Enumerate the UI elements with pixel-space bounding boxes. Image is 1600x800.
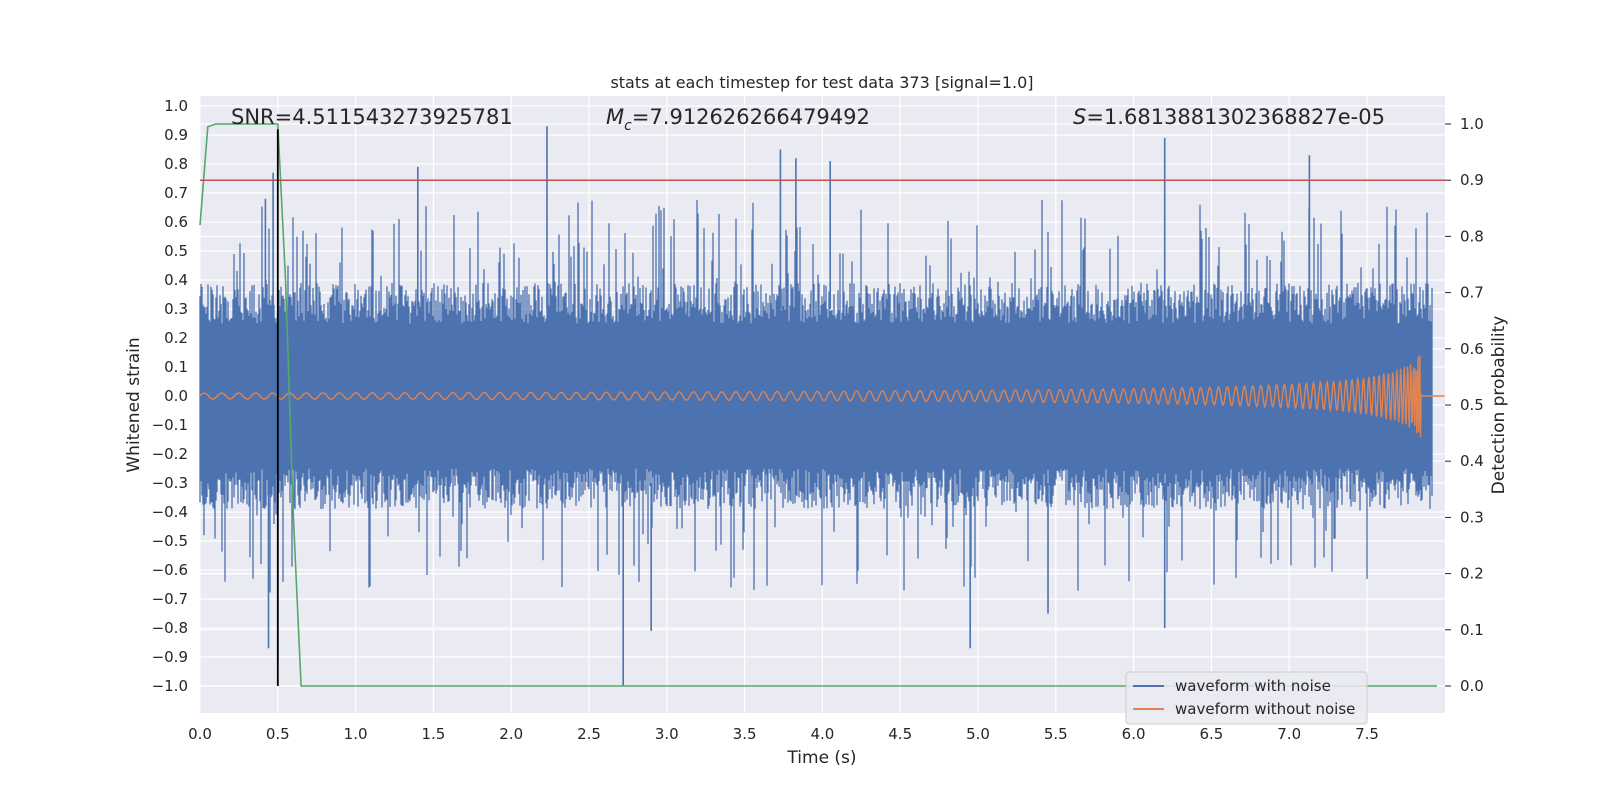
chirp-mass-subscript: c — [624, 118, 632, 134]
legend: waveform with noise waveform without noi… — [1125, 671, 1368, 725]
y-tick-label: −1.0 — [152, 677, 188, 695]
x-axis-label: Time (s) — [786, 748, 856, 768]
x-tick-label: 6.5 — [1199, 725, 1223, 743]
chirp-mass-value: =7.912626266479492 — [632, 105, 870, 129]
y2-tick-label: 0.2 — [1460, 565, 1484, 583]
chirp-mass-annotation: Mc=7.912626266479492 — [606, 105, 870, 134]
y2-tick-label: 0.6 — [1460, 340, 1484, 358]
y-tick-labels: −1.0 −0.9 −0.8 −0.7 −0.6 −0.5 −0.4 −0.3 −0.2 −0.1… — [152, 97, 188, 695]
x-tick-label: 7.5 — [1355, 725, 1379, 743]
x-tick-label: 7.0 — [1277, 725, 1301, 743]
y-tick-label: −0.3 — [152, 474, 188, 492]
y-tick-label: 0.7 — [164, 184, 188, 202]
y2-tick-label: 0.3 — [1460, 508, 1484, 526]
s-annotation: S=1.6813881302368827e-05 — [1073, 105, 1385, 129]
y-tick-label: −0.9 — [152, 648, 188, 666]
x-tick-label: 1.5 — [421, 725, 445, 743]
y2-tick-label: 0.4 — [1460, 452, 1484, 470]
y-tick-label: −0.1 — [152, 416, 188, 434]
y-axis-label: Whitened strain — [124, 337, 144, 472]
y2-tick-label: 0.1 — [1460, 621, 1484, 639]
s-value: =1.6813881302368827e-05 — [1086, 105, 1385, 129]
y-tick-label: 0.4 — [164, 271, 188, 289]
x-tick-label: 4.0 — [810, 725, 834, 743]
y2-axis-label: Detection probability — [1489, 316, 1509, 495]
x-tick-label: 3.0 — [655, 725, 679, 743]
series-waveform-without-noise — [199, 355, 1445, 438]
y2-tick-label: 1.0 — [1460, 115, 1484, 133]
s-symbol: S — [1073, 105, 1086, 129]
chart-title: stats at each timestep for test data 373… — [610, 73, 1033, 92]
y-tick-label: −0.2 — [152, 445, 188, 463]
snr-annotation: SNR=4.511543273925781 — [231, 105, 513, 129]
legend-label-noise: waveform with noise — [1175, 677, 1331, 695]
y2-tick-label: 0.7 — [1460, 284, 1484, 302]
y-tick-label: −0.5 — [152, 532, 188, 550]
y2-tick-label: 0.5 — [1460, 396, 1484, 414]
y2-tick-label: 0.9 — [1460, 171, 1484, 189]
legend-label-clean: waveform without noise — [1175, 700, 1355, 718]
x-tick-label: 5.0 — [966, 725, 990, 743]
y-tick-label: −0.7 — [152, 590, 188, 608]
series-detection-probability — [199, 123, 1437, 687]
y-tick-label: −0.6 — [152, 561, 188, 579]
y-tick-label: 0.2 — [164, 329, 188, 347]
y-tick-label: 0.0 — [164, 387, 188, 405]
overlay-lines — [200, 129, 1445, 686]
x-tick-label: 0.0 — [188, 725, 212, 743]
chirp-line — [199, 355, 1445, 438]
x-tick-label: 3.5 — [733, 725, 757, 743]
y-tick-label: 0.1 — [164, 358, 188, 376]
chirp-mass-symbol: M — [606, 105, 624, 129]
x-tick-labels: 0.0 0.5 1.0 1.5 2.0 2.5 3.0 3.5 4.0 4.5 5.0 5.5 6.0 6… — [188, 725, 1379, 743]
y-tick-label: 0.5 — [164, 242, 188, 260]
y-tick-label: 0.8 — [164, 155, 188, 173]
y-tick-label: 0.6 — [164, 213, 188, 231]
x-tick-label: 6.0 — [1122, 725, 1146, 743]
y2-tick-label: 0.0 — [1460, 677, 1484, 695]
y-tick-label: −0.4 — [152, 503, 188, 521]
y-tick-label: −0.8 — [152, 619, 188, 637]
x-tick-label: 2.0 — [499, 725, 523, 743]
y-tick-label: 1.0 — [164, 97, 188, 115]
legend-box — [1125, 671, 1368, 725]
x-tick-label: 5.5 — [1044, 725, 1068, 743]
x-tick-label: 4.5 — [888, 725, 912, 743]
y2-tick-label: 0.8 — [1460, 227, 1484, 245]
x-tick-label: 0.5 — [266, 725, 290, 743]
probability-line — [199, 123, 1437, 687]
y-tick-label: 0.9 — [164, 126, 188, 144]
y2-tick-labels: 0.0 0.1 0.2 0.3 0.4 0.5 0.6 0.7 0.8 0.9 1.0 — [1445, 115, 1484, 695]
x-tick-label: 2.5 — [577, 725, 601, 743]
y-tick-label: 0.3 — [164, 300, 188, 318]
x-tick-label: 1.0 — [344, 725, 368, 743]
